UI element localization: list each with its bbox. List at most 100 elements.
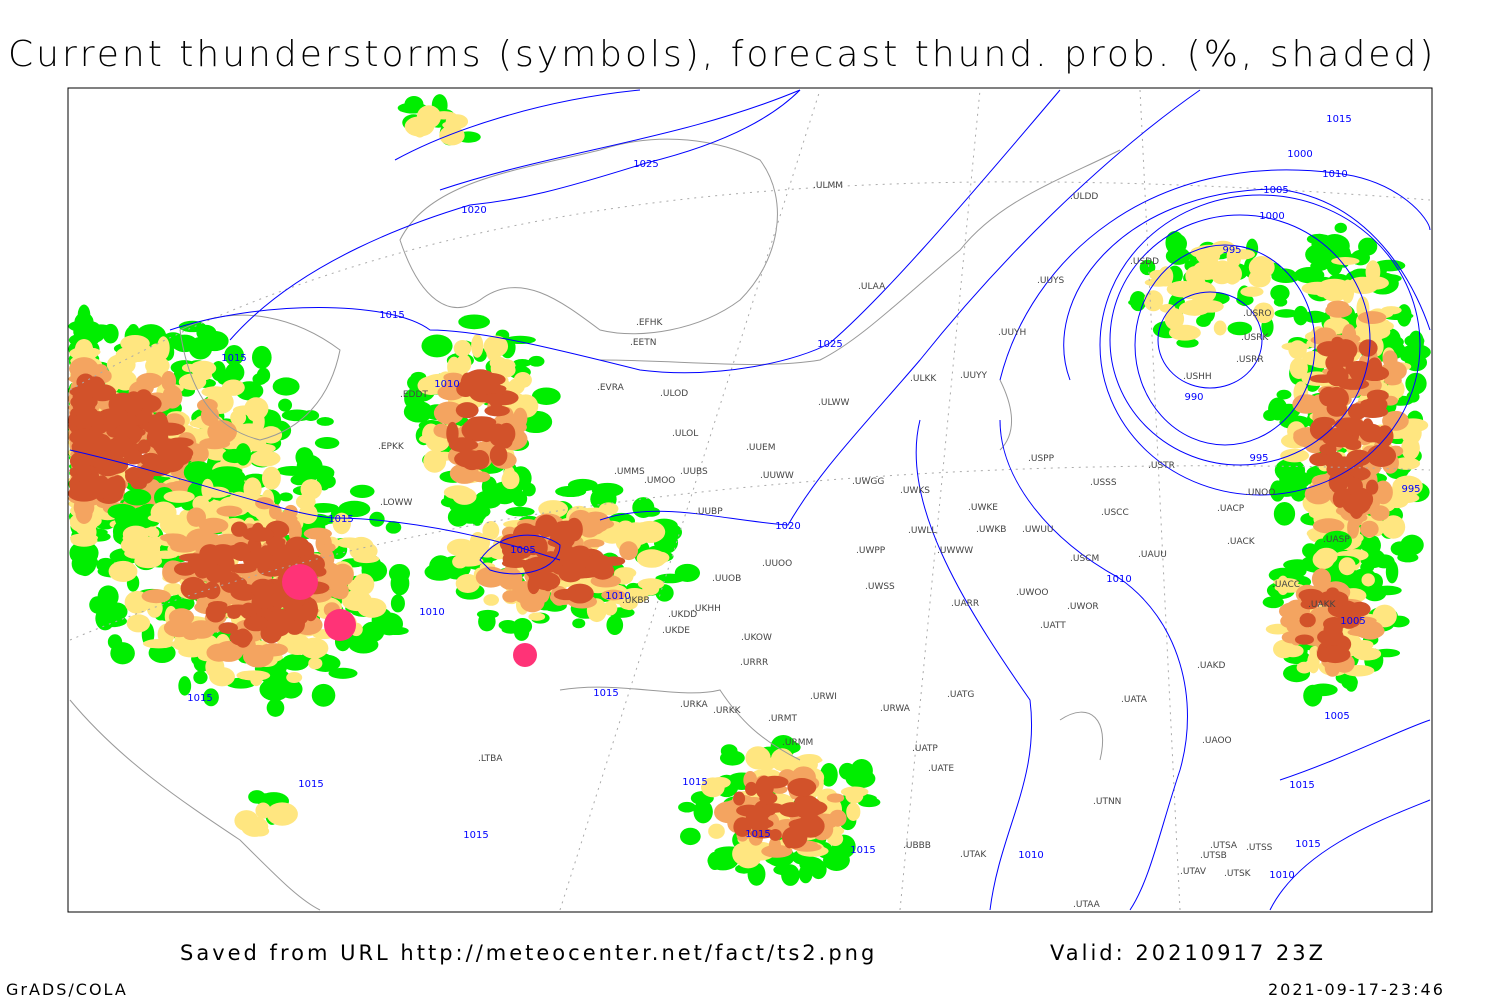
probability-cell xyxy=(209,667,235,687)
probability-cell xyxy=(1268,397,1288,421)
station-label: .UACC xyxy=(1272,580,1300,590)
station-label: .LTBA xyxy=(478,754,503,764)
station-label: .UAKD xyxy=(1197,661,1226,671)
probability-cell xyxy=(203,688,219,707)
probability-cell xyxy=(369,511,385,527)
station-label: .UAKK xyxy=(1308,600,1337,610)
station-label: .EFHK xyxy=(636,318,663,328)
probability-cell xyxy=(1344,493,1371,511)
probability-cell xyxy=(1320,645,1351,664)
probability-cell xyxy=(1270,284,1290,302)
isobar-label: 1000 xyxy=(1287,149,1312,160)
probability-cell xyxy=(799,856,824,873)
probability-cell xyxy=(1271,270,1301,283)
probability-cell xyxy=(1347,403,1367,420)
probability-cell xyxy=(583,538,605,548)
probability-cell xyxy=(448,437,477,453)
probability-cell xyxy=(471,334,484,358)
probability-cell xyxy=(1366,444,1397,467)
probability-cell xyxy=(1360,520,1379,538)
probability-cell xyxy=(439,125,465,146)
probability-cell xyxy=(693,800,713,824)
map-frame xyxy=(67,87,1433,913)
probability-cell xyxy=(139,452,162,467)
isobar-label: 1025 xyxy=(633,159,658,170)
probability-cell xyxy=(1381,306,1402,315)
station-label: .ULDD xyxy=(1070,192,1098,202)
station-label: .UWSS xyxy=(865,582,895,592)
probability-cell xyxy=(137,439,151,454)
isobar-label: 1005 xyxy=(510,545,535,556)
probability-cell xyxy=(733,791,746,806)
probability-cell xyxy=(329,584,347,599)
probability-cell xyxy=(1321,625,1344,649)
station-label: .UTNN xyxy=(1093,797,1121,807)
probability-cell xyxy=(160,533,186,543)
station-label: .EDDT xyxy=(400,390,428,400)
probability-cell xyxy=(1299,613,1316,628)
probability-cell xyxy=(109,434,133,458)
probability-cell xyxy=(69,428,99,446)
probability-cell xyxy=(1308,683,1338,697)
isobar-label: 995 xyxy=(1401,484,1420,495)
probability-cell xyxy=(1273,639,1295,659)
probability-cell xyxy=(279,492,293,502)
probability-cell xyxy=(120,334,150,352)
station-label: .UATE xyxy=(928,764,954,774)
probability-cell xyxy=(1372,604,1397,628)
probability-cell xyxy=(314,437,340,450)
probability-cell xyxy=(1248,256,1275,279)
station-label: .LOWW xyxy=(380,498,413,508)
probability-cell xyxy=(247,527,274,542)
probability-cell xyxy=(141,589,171,604)
current-thunderstorm-marker xyxy=(513,643,537,667)
isobar-label: 1015 xyxy=(1295,839,1320,850)
probability-cell xyxy=(161,370,177,392)
probability-cell xyxy=(1326,366,1349,387)
probability-cell xyxy=(572,618,586,629)
probability-cell xyxy=(207,420,237,444)
isobar-label: 1015 xyxy=(745,829,770,840)
probability-cell xyxy=(72,391,96,413)
isobar-label: 1020 xyxy=(775,521,800,532)
probability-cell xyxy=(1293,428,1313,441)
isobars xyxy=(69,89,1431,911)
station-label: .UUYH xyxy=(998,328,1026,338)
probability-cell xyxy=(1328,288,1355,300)
station-label: .UTSA xyxy=(1210,841,1238,851)
probability-cell xyxy=(260,625,289,638)
probability-cell xyxy=(497,422,516,445)
station-label: .URMM xyxy=(782,738,813,748)
probability-cell xyxy=(106,354,136,376)
station-label: .UUYY xyxy=(960,371,988,381)
probability-cell xyxy=(156,336,170,360)
probability-cell xyxy=(505,506,535,517)
station-label: .UNOO xyxy=(1245,488,1275,498)
station-label: .ULAA xyxy=(858,282,886,292)
probability-cell xyxy=(234,628,252,648)
probability-cell xyxy=(265,536,286,547)
probability-cell xyxy=(193,670,208,685)
probability-cell xyxy=(146,426,169,449)
probability-cell xyxy=(606,615,624,636)
isobar-label: 990 xyxy=(1184,392,1203,403)
probability-cell xyxy=(322,542,336,553)
probability-cell xyxy=(484,405,510,417)
probability-cell xyxy=(523,422,548,434)
isobar-label: 1015 xyxy=(221,353,246,364)
station-label: .ULMM xyxy=(813,181,843,191)
probability-cell xyxy=(201,478,214,501)
probability-cell xyxy=(494,569,510,578)
probability-cell xyxy=(846,802,861,821)
station-label: .ULKK xyxy=(910,374,937,384)
probability-cell xyxy=(453,340,472,357)
probability-cell xyxy=(243,615,269,632)
probability-cell xyxy=(476,609,499,619)
probability-cell xyxy=(236,670,263,681)
probability-cell xyxy=(186,507,206,527)
probability-cell xyxy=(207,601,228,610)
probability-cell xyxy=(512,617,533,635)
probability-cell xyxy=(466,416,497,428)
probability-cell xyxy=(1324,658,1341,677)
probability-cell xyxy=(69,347,99,360)
